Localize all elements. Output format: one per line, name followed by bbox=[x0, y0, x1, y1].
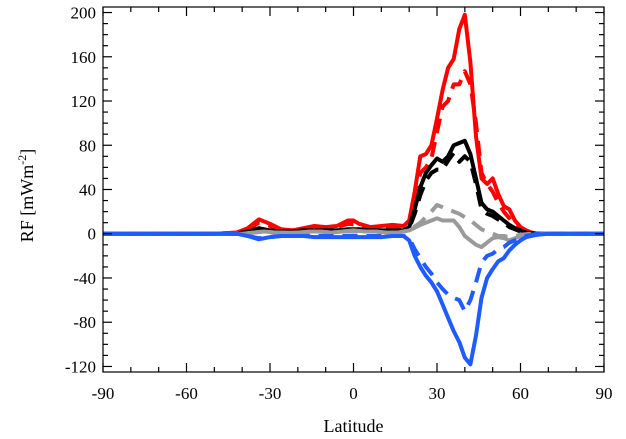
y-tick-label: -40 bbox=[73, 269, 96, 288]
x-tick-label: 90 bbox=[596, 384, 613, 403]
y-tick-label: 160 bbox=[71, 48, 97, 67]
series-line-7 bbox=[103, 231, 604, 367]
series-line-2 bbox=[103, 69, 604, 236]
x-tick-label: 0 bbox=[349, 384, 358, 403]
x-axis-title: Latitude bbox=[324, 416, 384, 436]
y-tick-label: 40 bbox=[79, 181, 96, 200]
x-tick-label: -90 bbox=[92, 384, 115, 403]
y-tick-label: 200 bbox=[71, 4, 97, 23]
series-line-6 bbox=[103, 203, 604, 240]
y-axis-title-prefix: RF [mWm bbox=[17, 165, 37, 243]
series-line-8 bbox=[103, 231, 604, 314]
y-tick-label: 0 bbox=[88, 225, 97, 244]
x-tick-label: 30 bbox=[429, 384, 446, 403]
y-tick-label: 80 bbox=[79, 136, 96, 155]
series-line-1 bbox=[103, 12, 604, 236]
y-tick-label: -80 bbox=[73, 313, 96, 332]
plot-frame bbox=[102, 6, 605, 373]
x-tick-label: 60 bbox=[512, 384, 529, 403]
x-tick-label: -30 bbox=[259, 384, 282, 403]
y-tick-label: 120 bbox=[71, 92, 97, 111]
y-axis-title: RF [mWm-2] bbox=[15, 149, 37, 243]
y-tick-label: -120 bbox=[65, 357, 96, 376]
x-tick-label: -60 bbox=[175, 384, 198, 403]
series-layer bbox=[103, 12, 604, 367]
series-line-4 bbox=[103, 151, 604, 236]
y-axis-title-suffix: ] bbox=[17, 149, 37, 155]
ticks-layer: -90 -60 -30 0 30 60 90 -120 -80 -40 0 40 80 120 160 200 bbox=[65, 4, 613, 403]
y-axis-title-sup: -2 bbox=[15, 155, 29, 165]
